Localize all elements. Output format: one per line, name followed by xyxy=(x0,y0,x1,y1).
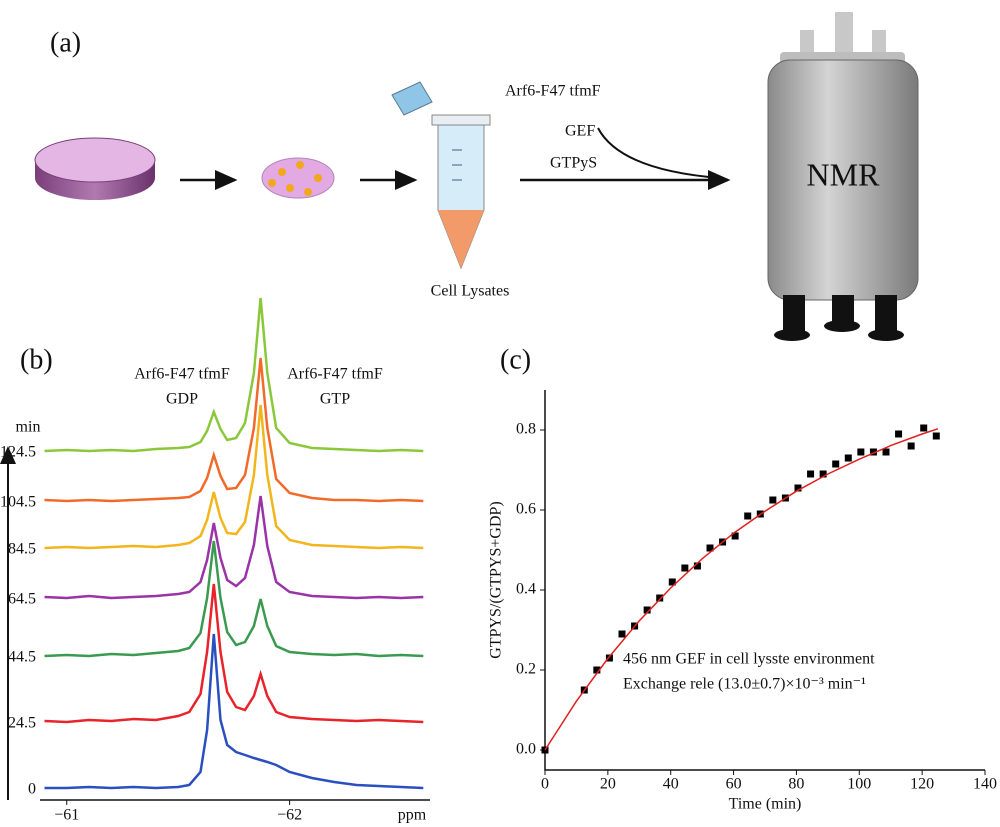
x-tick-label: 0 xyxy=(541,776,549,793)
y-tick-label: 0.4 xyxy=(516,581,536,598)
panel-label: (b) xyxy=(20,344,53,375)
x-tick-label: 100 xyxy=(847,776,871,793)
spectrum xyxy=(44,583,424,724)
y-tick-label: 0.6 xyxy=(516,501,536,518)
data-point xyxy=(656,594,664,602)
y-tick-label: 24.5 xyxy=(8,715,36,732)
data-point xyxy=(832,460,840,468)
x-tick-label: 120 xyxy=(910,776,934,793)
data-point xyxy=(794,484,802,492)
x-tick-label: −62 xyxy=(277,807,302,824)
lysate-label: Cell Lysates xyxy=(431,283,510,300)
data-point xyxy=(706,544,714,552)
diagram: (a) Cell Lysates Arf6-F47 tfmF GEF GTPyS xyxy=(34,12,919,341)
data-point xyxy=(882,448,890,456)
dish-top xyxy=(34,137,156,183)
y-tick-label: 0.8 xyxy=(516,421,536,438)
data-point xyxy=(731,532,739,540)
data-point xyxy=(844,454,852,462)
data-point xyxy=(618,630,626,638)
data-point xyxy=(807,470,815,478)
x-tick-label: 20 xyxy=(600,776,616,793)
panel-label: (c) xyxy=(500,344,531,375)
data-point xyxy=(693,562,701,570)
y-tick-label: 64.5 xyxy=(8,591,36,608)
gef-arrow xyxy=(597,127,721,179)
spectrum xyxy=(44,297,424,453)
x-tick-label: 140 xyxy=(973,776,997,793)
y-axis-label: min xyxy=(16,419,41,436)
data-point xyxy=(920,424,928,432)
spectrum xyxy=(44,495,424,600)
data-point xyxy=(643,606,651,614)
y-tick-label: 0 xyxy=(28,781,36,798)
spectrum xyxy=(44,404,424,550)
data-point xyxy=(819,470,827,478)
x-axis-label: Time (min) xyxy=(729,796,802,813)
data-point xyxy=(932,432,940,440)
data-point xyxy=(895,430,903,438)
x-tick-label: −61 xyxy=(54,807,79,824)
fit-line xyxy=(544,428,939,751)
tube xyxy=(391,81,491,270)
gef-label: GEF xyxy=(565,123,595,140)
data-point xyxy=(769,496,777,504)
x-tick-label: 80 xyxy=(788,776,804,793)
nmr-magnet xyxy=(767,12,919,341)
y-tick-label: 44.5 xyxy=(8,649,36,666)
spectrum xyxy=(44,540,424,658)
y-tick-label: 0.2 xyxy=(516,661,536,678)
x-tick-label: 40 xyxy=(663,776,679,793)
spectrum xyxy=(44,357,424,503)
data-point xyxy=(744,512,752,520)
annotation: GTP xyxy=(320,391,350,408)
annotation: Exchange rele (13.0±0.7)×10⁻³ min⁻¹ xyxy=(623,676,866,693)
x-tick-label: 60 xyxy=(726,776,742,793)
data-point xyxy=(593,666,601,674)
annotation: Arf6-F47 tfmF xyxy=(134,366,230,383)
data-point xyxy=(668,578,676,586)
annotation: 456 nm GEF in cell lysste environment xyxy=(623,651,875,668)
panel-label: (a) xyxy=(50,27,81,58)
instrument-label: NMR xyxy=(807,156,881,192)
x-axis-label: ppm xyxy=(398,807,427,824)
data-point xyxy=(907,442,915,450)
cells xyxy=(261,157,335,199)
data-point xyxy=(681,564,689,572)
data-point xyxy=(605,654,613,662)
y-tick-label: 0.0 xyxy=(516,741,536,758)
nucleotide-label: GTPyS xyxy=(550,155,597,172)
y-tick-label: 104.5 xyxy=(0,494,36,511)
reagent-label: Arf6-F47 tfmF xyxy=(505,83,601,100)
y-tick-label: 124.5 xyxy=(0,444,36,461)
y-tick-label: 84.5 xyxy=(8,541,36,558)
annotation: GDP xyxy=(166,391,198,408)
data-point xyxy=(869,448,877,456)
data-point xyxy=(857,448,865,456)
spectrum xyxy=(44,633,424,790)
annotation: Arf6-F47 tfmF xyxy=(287,366,383,383)
axes xyxy=(544,390,985,771)
y-axis-label: GTPYS/(GTPYS+GDP) xyxy=(488,501,505,659)
